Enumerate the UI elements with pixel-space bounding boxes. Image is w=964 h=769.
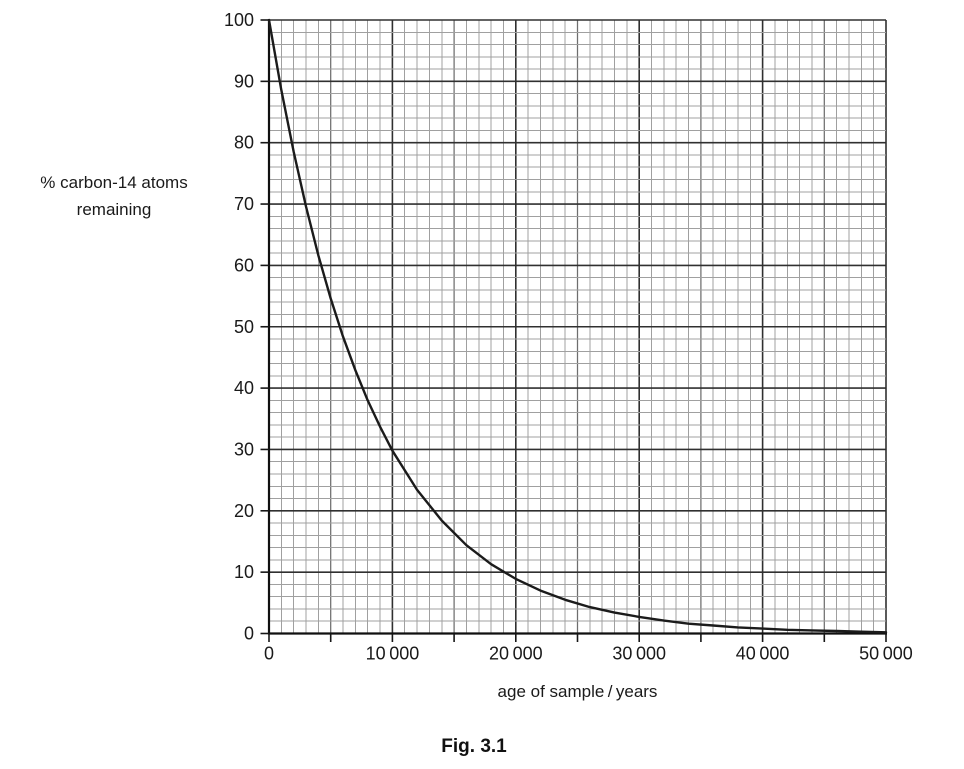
- y-tick-label: 90: [234, 71, 254, 91]
- y-tick-label: 50: [234, 317, 254, 337]
- x-tick-label: 40 000: [736, 644, 790, 664]
- y-tick-label: 100: [224, 10, 254, 30]
- x-tick-label: 50 000: [859, 644, 913, 664]
- x-tick-label: 10 000: [366, 644, 420, 664]
- x-tick-label: 30 000: [612, 644, 666, 664]
- y-tick-label: 70: [234, 194, 254, 214]
- y-tick-label: 20: [234, 501, 254, 521]
- y-axis-label: % carbon-14 atoms remaining: [16, 169, 212, 223]
- x-axis-label: age of sample / years: [497, 682, 658, 701]
- y-tick-label: 60: [234, 255, 254, 275]
- y-tick-label: 30: [234, 439, 254, 459]
- y-axis-label-line1: % carbon-14 atoms: [40, 173, 188, 192]
- y-axis-label-line2: remaining: [76, 200, 152, 219]
- x-tick-label: 0: [264, 644, 274, 664]
- y-tick-label: 40: [234, 378, 254, 398]
- y-tick-label: 80: [234, 133, 254, 153]
- x-tick-label: 20 000: [489, 644, 543, 664]
- carbon-14-decay-curve: [267, 18, 888, 634]
- figure-caption: Fig. 3.1: [441, 736, 507, 757]
- y-tick-label: 0: [244, 624, 254, 644]
- y-tick-label: 10: [234, 562, 254, 582]
